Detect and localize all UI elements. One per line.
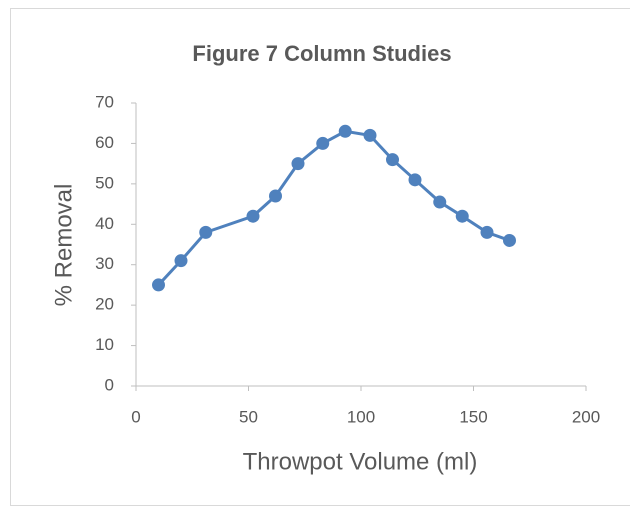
data-point xyxy=(199,226,212,239)
y-tick-label: 40 xyxy=(95,214,114,233)
x-axis-label: Throwpot Volume (ml) xyxy=(243,448,478,475)
data-point xyxy=(503,234,516,247)
y-tick-label: 10 xyxy=(95,335,114,354)
data-point xyxy=(433,196,446,209)
data-point xyxy=(409,173,422,186)
x-tick-label: 200 xyxy=(572,407,600,426)
chart-title: Figure 7 Column Studies xyxy=(192,41,451,66)
x-tick-label: 150 xyxy=(459,407,487,426)
data-point xyxy=(175,254,188,267)
data-point xyxy=(456,210,469,223)
y-tick-label: 60 xyxy=(95,133,114,152)
data-point xyxy=(152,278,165,291)
y-tick-label: 0 xyxy=(105,375,114,394)
data-point xyxy=(339,125,352,138)
y-tick-label: 20 xyxy=(95,295,114,314)
y-tick-label: 50 xyxy=(95,173,114,192)
y-tick-label: 70 xyxy=(95,92,114,111)
x-tick-label: 0 xyxy=(131,407,140,426)
x-tick-label: 100 xyxy=(347,407,375,426)
data-point xyxy=(292,157,305,170)
data-point xyxy=(386,153,399,166)
data-point xyxy=(316,137,329,150)
data-point xyxy=(481,226,494,239)
y-axis-label: % Removal xyxy=(50,184,77,307)
data-point xyxy=(364,129,377,142)
x-tick-label: 50 xyxy=(239,407,258,426)
data-point xyxy=(247,210,260,223)
y-tick-label: 30 xyxy=(95,254,114,273)
data-point xyxy=(269,189,282,202)
